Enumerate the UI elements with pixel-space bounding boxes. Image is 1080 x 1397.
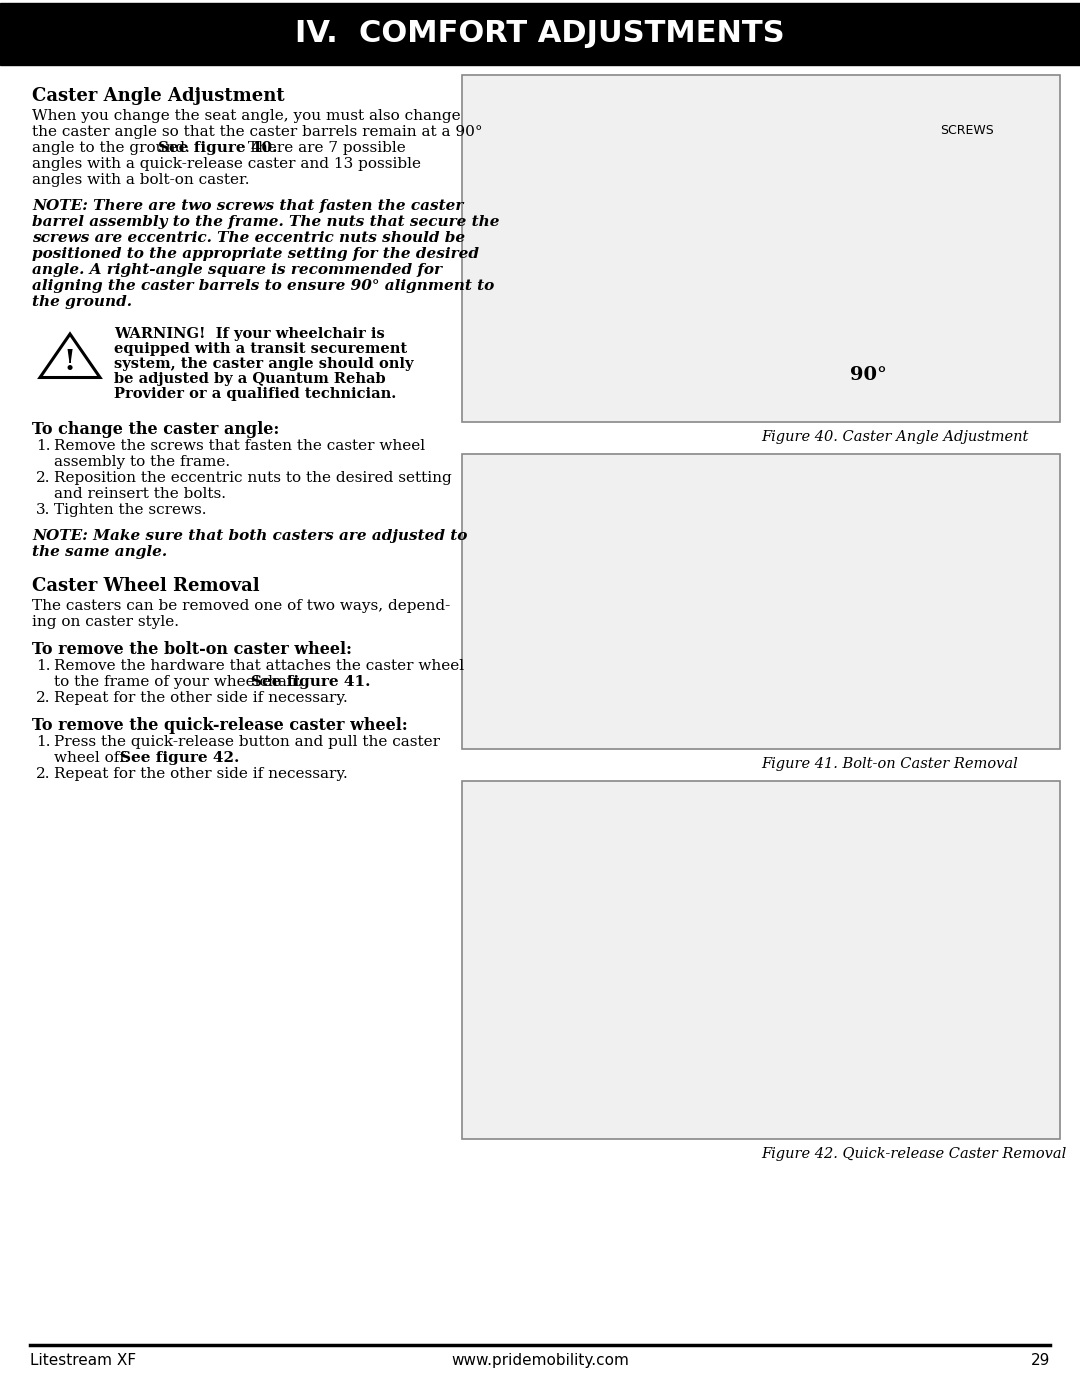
Text: Caster Angle Adjustment: Caster Angle Adjustment xyxy=(32,87,285,105)
Text: See figure 42.: See figure 42. xyxy=(120,752,239,766)
Text: WARNING!  If your wheelchair is: WARNING! If your wheelchair is xyxy=(114,327,384,341)
Text: IV.  COMFORT ADJUSTMENTS: IV. COMFORT ADJUSTMENTS xyxy=(295,20,785,49)
Text: Caster Wheel Removal: Caster Wheel Removal xyxy=(32,577,259,595)
Text: www.pridemobility.com: www.pridemobility.com xyxy=(451,1354,629,1368)
Text: Figure 40. Caster Angle Adjustment: Figure 40. Caster Angle Adjustment xyxy=(761,430,1028,444)
Text: 90°: 90° xyxy=(850,366,887,384)
Text: angle. A right-angle square is recommended for: angle. A right-angle square is recommend… xyxy=(32,263,442,277)
Text: 2.: 2. xyxy=(36,767,51,781)
Text: wheel off.: wheel off. xyxy=(54,752,134,766)
Text: The casters can be removed one of two ways, depend-: The casters can be removed one of two wa… xyxy=(32,599,450,613)
Text: To remove the bolt-on caster wheel:: To remove the bolt-on caster wheel: xyxy=(32,641,352,658)
Text: system, the caster angle should only: system, the caster angle should only xyxy=(114,358,414,372)
Bar xyxy=(462,781,1059,1139)
Text: SCREWS: SCREWS xyxy=(941,123,995,137)
Text: barrel assembly to the frame. The nuts that secure the: barrel assembly to the frame. The nuts t… xyxy=(32,215,499,229)
Text: angles with a quick-release caster and 13 possible: angles with a quick-release caster and 1… xyxy=(32,156,421,170)
Text: Figure 42. Quick-release Caster Removal: Figure 42. Quick-release Caster Removal xyxy=(761,1147,1066,1161)
Text: angle to the ground.: angle to the ground. xyxy=(32,141,194,155)
Text: There are 7 possible: There are 7 possible xyxy=(243,141,405,155)
Text: Repeat for the other side if necessary.: Repeat for the other side if necessary. xyxy=(54,692,348,705)
Text: the ground.: the ground. xyxy=(32,295,132,309)
Text: Provider or a qualified technician.: Provider or a qualified technician. xyxy=(114,387,396,401)
Text: !: ! xyxy=(64,349,76,377)
Text: Tighten the screws.: Tighten the screws. xyxy=(54,503,206,517)
Bar xyxy=(462,454,1059,749)
Text: Remove the screws that fasten the caster wheel: Remove the screws that fasten the caster… xyxy=(54,439,426,453)
Text: 1.: 1. xyxy=(36,659,51,673)
Text: 29: 29 xyxy=(1030,1354,1050,1368)
Text: assembly to the frame.: assembly to the frame. xyxy=(54,455,230,469)
Text: Litestream XF: Litestream XF xyxy=(30,1354,136,1368)
Text: Remove the hardware that attaches the caster wheel: Remove the hardware that attaches the ca… xyxy=(54,659,464,673)
Text: be adjusted by a Quantum Rehab: be adjusted by a Quantum Rehab xyxy=(114,372,386,386)
Text: Repeat for the other side if necessary.: Repeat for the other side if necessary. xyxy=(54,767,348,781)
Text: Figure 41. Bolt-on Caster Removal: Figure 41. Bolt-on Caster Removal xyxy=(761,757,1017,771)
Text: and reinsert the bolts.: and reinsert the bolts. xyxy=(54,488,226,502)
Text: aligning the caster barrels to ensure 90° alignment to: aligning the caster barrels to ensure 90… xyxy=(32,279,495,293)
Text: Reposition the eccentric nuts to the desired setting: Reposition the eccentric nuts to the des… xyxy=(54,471,451,485)
Text: To remove the quick-release caster wheel:: To remove the quick-release caster wheel… xyxy=(32,717,408,733)
Bar xyxy=(0,3,1080,66)
Text: 2.: 2. xyxy=(36,692,51,705)
Bar xyxy=(462,75,1059,422)
Text: screws are eccentric. The eccentric nuts should be: screws are eccentric. The eccentric nuts… xyxy=(32,231,465,244)
Text: angles with a bolt-on caster.: angles with a bolt-on caster. xyxy=(32,173,249,187)
Text: NOTE: There are two screws that fasten the caster: NOTE: There are two screws that fasten t… xyxy=(32,198,463,212)
Text: Press the quick-release button and pull the caster: Press the quick-release button and pull … xyxy=(54,735,440,749)
Text: ing on caster style.: ing on caster style. xyxy=(32,615,179,629)
Text: See figure 41.: See figure 41. xyxy=(252,675,370,689)
Text: When you change the seat angle, you must also change: When you change the seat angle, you must… xyxy=(32,109,461,123)
Text: 3.: 3. xyxy=(36,503,51,517)
Text: 1.: 1. xyxy=(36,439,51,453)
Text: 1.: 1. xyxy=(36,735,51,749)
Text: to the frame of your wheelchair.: to the frame of your wheelchair. xyxy=(54,675,307,689)
Text: the caster angle so that the caster barrels remain at a 90°: the caster angle so that the caster barr… xyxy=(32,124,483,138)
Text: 2.: 2. xyxy=(36,471,51,485)
Text: NOTE: Make sure that both casters are adjusted to: NOTE: Make sure that both casters are ad… xyxy=(32,529,468,543)
Text: To change the caster angle:: To change the caster angle: xyxy=(32,420,280,439)
Text: See figure 40.: See figure 40. xyxy=(159,141,278,155)
Text: equipped with a transit securement: equipped with a transit securement xyxy=(114,342,407,356)
Text: positioned to the appropriate setting for the desired: positioned to the appropriate setting fo… xyxy=(32,247,480,261)
Text: the same angle.: the same angle. xyxy=(32,545,167,559)
